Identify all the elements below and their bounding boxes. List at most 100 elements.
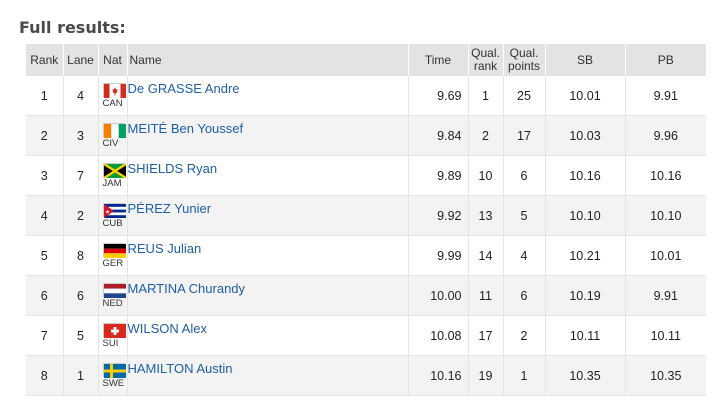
table-header-row: Rank Lane Nat Name Time Qual. rank Qual. p… bbox=[26, 44, 706, 76]
athlete-name-link[interactable]: De GRASSE Andre bbox=[127, 81, 240, 96]
qual-points-cell: 1 bbox=[502, 355, 545, 396]
time-cell: 9.92 bbox=[407, 195, 468, 236]
sb-cell: 10.10 bbox=[544, 195, 625, 236]
qual-rank-cell: 17 bbox=[467, 315, 503, 356]
rank-cell: 6 bbox=[26, 275, 63, 316]
athlete-name-link[interactable]: MEITÉ Ben Youssef bbox=[127, 121, 244, 136]
qual-rank-cell: 14 bbox=[467, 235, 503, 276]
nat-code: CAN bbox=[102, 97, 123, 109]
table-row: 4 2 CUB PÉREZ Yunier 9.92 13 5 10.10 10.10 bbox=[26, 195, 706, 236]
lane-cell: 2 bbox=[62, 195, 98, 236]
time-cell: 10.00 bbox=[407, 275, 468, 316]
qual-points-cell: 6 bbox=[502, 275, 545, 316]
header-qual-rank-line1: Qual. bbox=[471, 46, 500, 60]
canada-flag-icon bbox=[102, 82, 126, 98]
nat-code: NED bbox=[102, 297, 123, 309]
pb-cell: 10.01 bbox=[624, 235, 706, 276]
qual-points-cell: 25 bbox=[502, 76, 545, 116]
time-cell: 9.89 bbox=[407, 155, 468, 196]
nat-cell: CAN bbox=[97, 76, 127, 116]
nat-cell: CUB bbox=[97, 195, 127, 236]
nat-code: CIV bbox=[102, 137, 119, 149]
nat-cell: SWE bbox=[97, 355, 127, 396]
name-cell: De GRASSE Andre bbox=[126, 76, 408, 116]
athlete-name-link[interactable]: SHIELDS Ryan bbox=[127, 161, 218, 176]
table-row: 6 6 NED MARTINA Churandy 10.00 11 6 10.19 9.91 bbox=[26, 275, 706, 316]
page-title: Full results: bbox=[19, 18, 126, 37]
header-qual-points-line2: points bbox=[507, 59, 541, 73]
rank-cell: 3 bbox=[26, 155, 63, 196]
rank-cell: 4 bbox=[26, 195, 63, 236]
lane-cell: 1 bbox=[62, 355, 98, 396]
table-row: 3 7 JAM SHIELDS Ryan 9.89 10 6 10.16 10.16 bbox=[26, 155, 706, 196]
table-row: 2 3 CIV MEITÉ Ben Youssef 9.84 2 17 10.03 9.96 bbox=[26, 115, 706, 156]
time-cell: 9.99 bbox=[407, 235, 468, 276]
nat-cell: NED bbox=[97, 275, 127, 316]
cuba-flag-icon bbox=[102, 202, 126, 218]
sweden-flag-icon bbox=[102, 362, 126, 378]
table-row: 8 1 SWE HAMILTON Austin 10.16 19 1 10.35 10.35 bbox=[26, 355, 706, 396]
nat-cell: CIV bbox=[97, 115, 127, 156]
lane-cell: 3 bbox=[62, 115, 98, 156]
qual-points-cell: 4 bbox=[502, 235, 545, 276]
rank-cell: 7 bbox=[26, 315, 63, 356]
sb-cell: 10.03 bbox=[544, 115, 625, 156]
nat-code: SUI bbox=[102, 337, 119, 349]
header-sb: SB bbox=[544, 44, 625, 76]
name-cell: MEITÉ Ben Youssef bbox=[126, 115, 408, 156]
pb-cell: 9.91 bbox=[624, 275, 706, 316]
jamaica-flag-icon bbox=[102, 162, 127, 179]
sb-cell: 10.16 bbox=[544, 155, 625, 196]
rank-cell: 1 bbox=[26, 76, 63, 116]
header-rank: Rank bbox=[26, 44, 63, 76]
header-qual-rank: Qual. rank bbox=[467, 44, 503, 76]
sb-cell: 10.01 bbox=[544, 76, 625, 116]
ivory-coast-flag-icon bbox=[102, 122, 126, 138]
qual-points-cell: 2 bbox=[502, 315, 545, 356]
header-name: Name bbox=[126, 44, 408, 76]
lane-cell: 8 bbox=[62, 235, 98, 276]
athlete-name-link[interactable]: WILSON Alex bbox=[127, 321, 207, 336]
lane-cell: 4 bbox=[62, 76, 98, 116]
results-table: Rank Lane Nat Name Time Qual. rank Qual. p… bbox=[26, 44, 706, 396]
time-cell: 10.08 bbox=[407, 315, 468, 356]
qual-rank-cell: 19 bbox=[467, 355, 503, 396]
lane-cell: 6 bbox=[62, 275, 98, 316]
sb-cell: 10.21 bbox=[544, 235, 625, 276]
name-cell: PÉREZ Yunier bbox=[126, 195, 408, 236]
name-cell: WILSON Alex bbox=[126, 315, 408, 356]
name-cell: SHIELDS Ryan bbox=[126, 155, 408, 196]
header-qual-points: Qual. points bbox=[502, 44, 545, 76]
qual-rank-cell: 13 bbox=[467, 195, 503, 236]
lane-cell: 5 bbox=[62, 315, 98, 356]
nat-cell: GER bbox=[97, 235, 127, 276]
rank-cell: 2 bbox=[26, 115, 63, 156]
sb-cell: 10.19 bbox=[544, 275, 625, 316]
name-cell: REUS Julian bbox=[126, 235, 408, 276]
table-row: 7 5 SUI WILSON Alex 10.08 17 2 10.11 10.11 bbox=[26, 315, 706, 356]
table-row: 5 8 GER REUS Julian 9.99 14 4 10.21 10.01 bbox=[26, 235, 706, 276]
header-pb: PB bbox=[624, 44, 706, 76]
athlete-name-link[interactable]: REUS Julian bbox=[127, 241, 202, 256]
qual-points-cell: 5 bbox=[502, 195, 545, 236]
athlete-name-link[interactable]: MARTINA Churandy bbox=[127, 281, 246, 296]
nat-code: CUB bbox=[102, 217, 123, 229]
nat-cell: SUI bbox=[97, 315, 127, 356]
time-cell: 9.84 bbox=[407, 115, 468, 156]
switzerland-flag-icon bbox=[102, 322, 126, 338]
qual-points-cell: 17 bbox=[502, 115, 545, 156]
athlete-name-link[interactable]: PÉREZ Yunier bbox=[127, 201, 212, 216]
athlete-name-link[interactable]: HAMILTON Austin bbox=[127, 361, 233, 376]
header-nat: Nat bbox=[97, 44, 127, 76]
name-cell: HAMILTON Austin bbox=[126, 355, 408, 396]
header-lane: Lane bbox=[62, 44, 98, 76]
sb-cell: 10.11 bbox=[544, 315, 625, 356]
rank-cell: 5 bbox=[26, 235, 63, 276]
germany-flag-icon bbox=[102, 242, 126, 258]
qual-rank-cell: 10 bbox=[467, 155, 503, 196]
nat-code: GER bbox=[102, 257, 124, 269]
header-time: Time bbox=[407, 44, 468, 76]
sb-cell: 10.35 bbox=[544, 355, 625, 396]
netherlands-flag-icon bbox=[102, 282, 126, 298]
nat-code: SWE bbox=[102, 377, 125, 389]
